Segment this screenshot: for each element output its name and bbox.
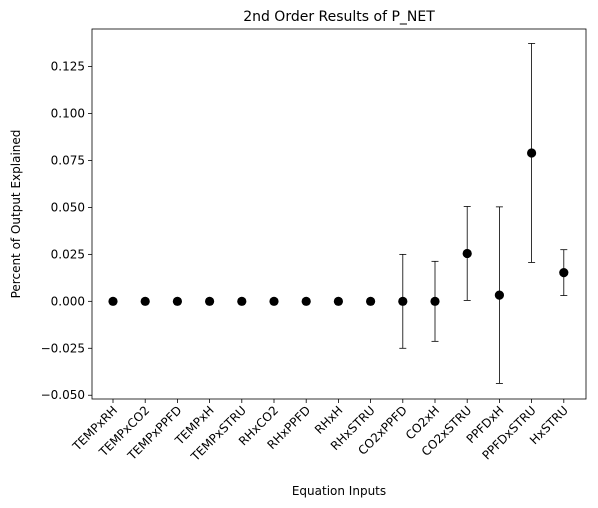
y-tick-label: 0.075 — [51, 153, 85, 167]
data-point — [494, 290, 504, 300]
data-point — [269, 296, 279, 306]
data-point — [172, 296, 182, 306]
y-tick-label: 0.100 — [51, 107, 85, 121]
plot-area: −0.050 −0.025 0.000 0.025 0.050 0.075 0.100 0.1… — [41, 28, 587, 465]
data-point — [398, 296, 408, 306]
y-tick-label: −0.050 — [41, 388, 85, 402]
y-tick-label: −0.025 — [41, 341, 85, 355]
y-tick-label: 0.000 — [51, 294, 85, 308]
data-point — [205, 296, 215, 306]
data-point — [333, 296, 343, 306]
data-point — [366, 296, 376, 306]
x-axis-title: Equation Inputs — [292, 484, 386, 498]
y-tick-label: 0.025 — [51, 247, 85, 261]
data-point — [140, 296, 150, 306]
y-tick-label: 0.125 — [51, 60, 85, 74]
data-point — [301, 296, 311, 306]
data-point — [527, 148, 537, 158]
chart-title: 2nd Order Results of P_NET — [243, 9, 435, 25]
data-point — [237, 296, 247, 306]
y-tick-label: 0.050 — [51, 200, 85, 214]
data-point — [559, 267, 569, 278]
data-point — [430, 296, 440, 306]
y-axis-title: Percent of Output Explained — [9, 130, 23, 299]
axes-frame — [91, 28, 587, 400]
data-point — [108, 296, 118, 306]
data-point — [462, 248, 472, 259]
